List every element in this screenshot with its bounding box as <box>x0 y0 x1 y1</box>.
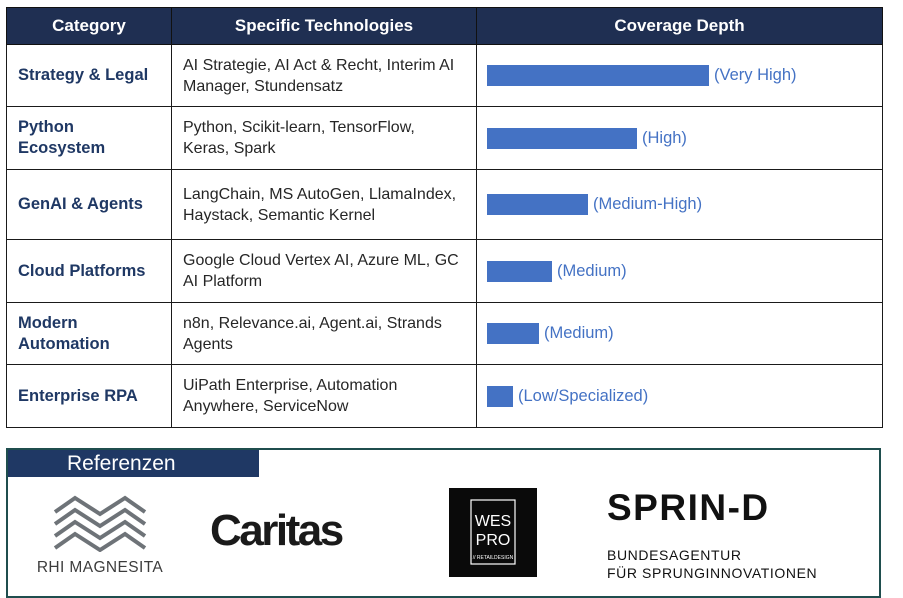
coverage-bar <box>487 260 552 282</box>
rhi-magnesita-mark-icon <box>53 495 147 553</box>
coverage-bar <box>487 385 513 407</box>
category-cell: Modern Automation <box>6 302 172 365</box>
table-header-row: Category Specific Technologies Coverage … <box>6 7 883 45</box>
table-row: Strategy & Legal AI Strategie, AI Act & R… <box>6 44 883 107</box>
coverage-depth-label: (Low/Specialized) <box>518 386 649 405</box>
table-row: Modern Automation n8n, Relevance.ai, Agen… <box>6 302 883 365</box>
rhi-magnesita-name: RHI MAGNESITA <box>36 559 164 576</box>
coverage-bar <box>487 323 539 344</box>
technologies-cell: n8n, Relevance.ai, Agent.ai, Strands Age… <box>171 302 477 365</box>
category-cell: GenAI & Agents <box>6 169 172 240</box>
coverage-bar <box>487 127 637 149</box>
technologies-cell: Google Cloud Vertex AI, Azure ML, GC AI … <box>171 239 477 303</box>
coverage-depth-cell: (Medium) <box>476 302 883 365</box>
coverage-depth-cell: (Medium-High) <box>476 169 883 240</box>
coverage-depth-cell: (Low/Specialized) <box>476 364 883 428</box>
header-technologies: Specific Technologies <box>171 7 477 45</box>
header-coverage-depth: Coverage Depth <box>476 7 883 45</box>
rhi-magnesita-logo: RHI MAGNESITA <box>30 494 170 577</box>
category-cell: Python Ecosystem <box>6 106 172 170</box>
table-row: Enterprise RPA UiPath Enterprise, Automat… <box>6 364 883 428</box>
coverage-depth-label: (Medium-High) <box>593 195 703 213</box>
coverage-table: Category Specific Technologies Coverage … <box>6 7 883 428</box>
references-section: Referenzen <box>6 448 881 598</box>
coverage-depth-label: (Very High) <box>714 66 797 84</box>
wespro-frame-icon: WES PRO // RETAILDESIGN <box>470 499 516 565</box>
sprind-subtitle: BUNDESAGENTUR FÜR SPRUNGINNOVATIONEN <box>607 546 867 582</box>
category-cell: Cloud Platforms <box>6 239 172 303</box>
references-title: Referenzen <box>8 450 259 477</box>
wespro-logo: WES PRO // RETAILDESIGN <box>449 488 537 577</box>
table-row: Python Ecosystem Python, Scikit-learn, Te… <box>6 106 883 170</box>
caritas-logo: Caritas <box>210 506 344 555</box>
coverage-depth-cell: (Medium) <box>476 239 883 303</box>
coverage-bar <box>487 65 709 86</box>
sprind-subtitle-line1: BUNDESAGENTUR <box>607 547 742 563</box>
coverage-bar <box>487 194 588 215</box>
sprind-name: SPRIN-D <box>607 487 770 528</box>
coverage-depth-cell: (High) <box>476 106 883 170</box>
wespro-line2: PRO <box>476 532 511 549</box>
wespro-line1: WES <box>475 513 511 530</box>
table-row: GenAI & Agents LangChain, MS AutoGen, Lla… <box>6 169 883 240</box>
coverage-depth-label: (High) <box>642 128 687 147</box>
table-row: Cloud Platforms Google Cloud Vertex AI, A… <box>6 239 883 303</box>
technologies-cell: UiPath Enterprise, Automation Anywhere, … <box>171 364 477 428</box>
coverage-depth-cell: (Very High) <box>476 44 883 107</box>
category-cell: Strategy & Legal <box>6 44 172 107</box>
technologies-cell: LangChain, MS AutoGen, LlamaIndex, Hayst… <box>171 169 477 240</box>
technologies-cell: Python, Scikit-learn, TensorFlow, Keras,… <box>171 106 477 170</box>
coverage-depth-label: (Medium) <box>557 261 627 280</box>
category-cell: Enterprise RPA <box>6 364 172 428</box>
sprind-subtitle-line2: FÜR SPRUNGINNOVATIONEN <box>607 565 818 581</box>
header-category: Category <box>6 7 172 45</box>
sprind-logo: SPRIN-D BUNDESAGENTUR FÜR SPRUNGINNOVATI… <box>607 486 867 582</box>
coverage-depth-label: (Medium) <box>544 324 614 342</box>
wespro-tagline: // RETAILDESIGN <box>473 555 514 561</box>
technologies-cell: AI Strategie, AI Act & Recht, Interim AI… <box>171 44 477 107</box>
